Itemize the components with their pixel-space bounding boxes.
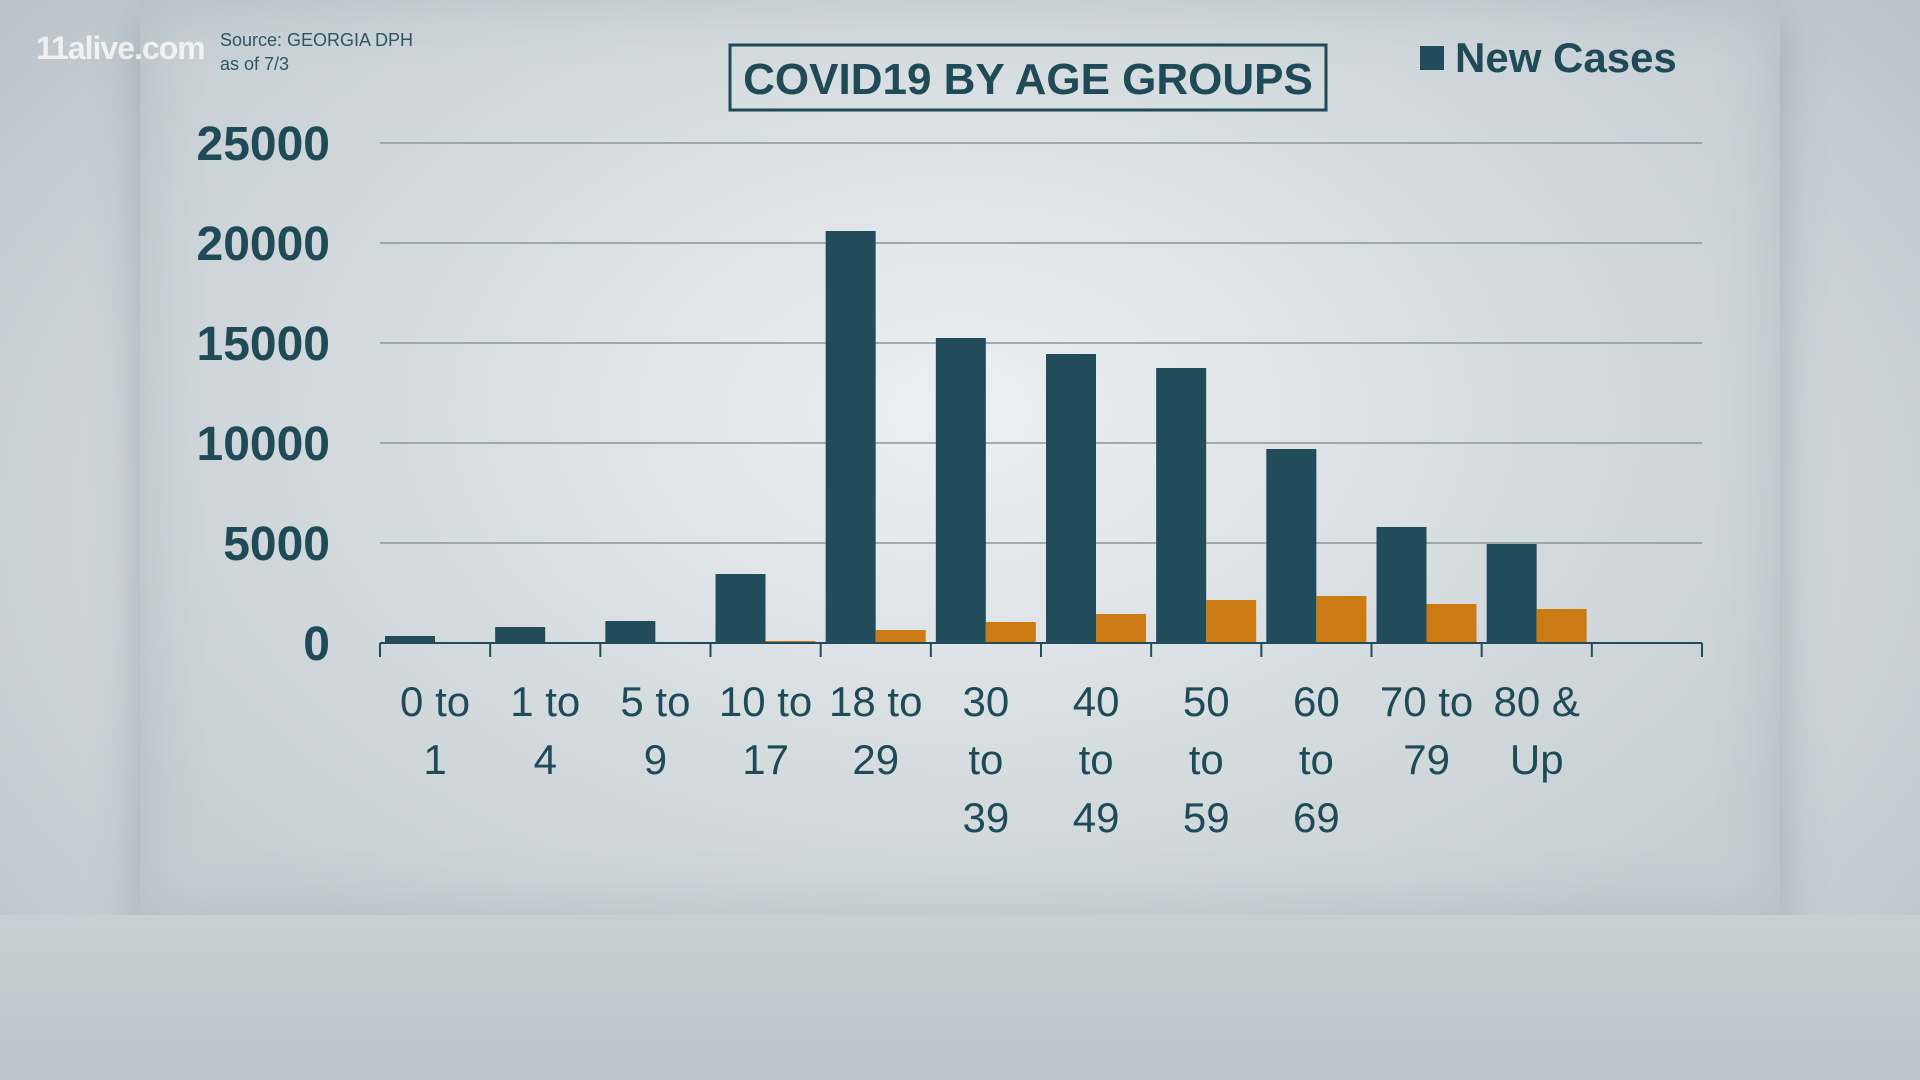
bar-new-cases <box>825 231 876 643</box>
bar-secondary <box>1536 609 1587 643</box>
x-tick-label: 30 to 39 <box>963 678 1010 841</box>
bar-new-cases <box>495 627 546 643</box>
bar-secondary <box>1426 604 1477 643</box>
source-line: Source: GEORGIA DPH <box>220 30 414 50</box>
x-tick-label: 40 to 49 <box>1073 678 1120 841</box>
bar-secondary <box>1096 614 1146 643</box>
floor-band <box>0 915 1920 1080</box>
date-line: as of 7/3 <box>220 54 290 74</box>
bar-secondary <box>1316 596 1367 643</box>
bar-secondary <box>875 630 926 643</box>
x-tick-label: 18 to 29 <box>829 678 922 783</box>
bar-new-cases <box>605 621 656 643</box>
y-tick-label: 0 <box>303 618 330 671</box>
legend-label: New Cases <box>1455 34 1677 81</box>
y-axis-ticks: 0 5000 10000 15000 20000 25000 <box>197 118 330 671</box>
bar-new-cases <box>715 574 766 643</box>
bar-secondary <box>985 622 1036 643</box>
source-note: Source: GEORGIA DPH as of 7/3 <box>220 28 413 76</box>
chart-title: COVID19 BY AGE GROUPS <box>743 55 1313 104</box>
bar-new-cases <box>1156 368 1207 643</box>
y-tick-label: 20000 <box>197 218 330 271</box>
y-tick-label: 25000 <box>197 118 330 171</box>
bar-new-cases <box>1266 449 1317 643</box>
bar-new-cases <box>385 636 435 643</box>
x-tick-label: 80 & Up <box>1494 678 1580 783</box>
title-box <box>728 43 1328 112</box>
y-tick-label: 15000 <box>197 318 330 371</box>
x-tick-label: 70 to 79 <box>1380 678 1473 783</box>
y-tick-label: 10000 <box>197 418 330 471</box>
watermark-logo: 11alive.com <box>36 30 206 66</box>
grid-lines <box>380 142 1702 544</box>
x-tick-label: 0 to 1 <box>400 678 470 783</box>
bar-new-cases <box>1046 354 1096 643</box>
x-tick-label: 60 to 69 <box>1293 678 1340 841</box>
x-tick-label: 50 to 59 <box>1183 678 1230 841</box>
y-tick-label: 5000 <box>223 518 330 571</box>
x-tick-label: 10 to 17 <box>719 678 812 783</box>
bar-new-cases <box>935 338 986 643</box>
bar-new-cases <box>1376 527 1427 643</box>
bars <box>385 231 1587 643</box>
x-tick-label: 1 to 4 <box>510 678 580 783</box>
bar-new-cases <box>1486 544 1537 643</box>
x-axis <box>379 642 1703 657</box>
bar-secondary <box>1206 600 1257 643</box>
legend-swatch <box>1420 46 1444 70</box>
x-tick-label: 5 to 9 <box>620 678 690 783</box>
